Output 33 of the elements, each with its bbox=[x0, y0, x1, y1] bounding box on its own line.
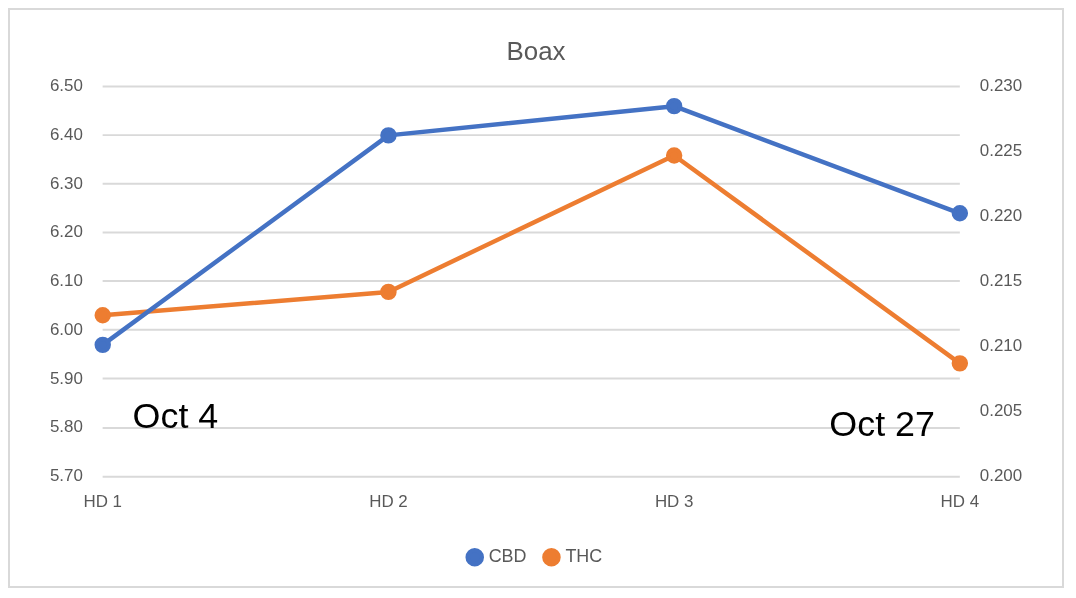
x-tick-label: HD 2 bbox=[369, 492, 408, 512]
point bbox=[380, 283, 397, 301]
y-tick-label: 6.40 bbox=[49, 125, 83, 145]
legend-label: THC bbox=[565, 546, 603, 567]
y2-tick-label: 0.220 bbox=[979, 206, 1023, 226]
annotation: Oct 4 bbox=[132, 395, 219, 436]
point bbox=[380, 127, 397, 144]
y2-tick-label: 0.200 bbox=[979, 466, 1023, 486]
y-tick-label: 5.90 bbox=[49, 368, 83, 388]
chart-title: Boax bbox=[506, 37, 566, 66]
y2-tick-label: 0.210 bbox=[979, 336, 1023, 356]
y2-tick-label: 0.225 bbox=[979, 141, 1023, 161]
y-tick-label: 6.20 bbox=[49, 222, 83, 242]
point bbox=[951, 205, 969, 222]
legend-label: CBD bbox=[488, 546, 527, 567]
point bbox=[665, 97, 683, 115]
y-tick-label: 5.80 bbox=[49, 417, 83, 437]
x-tick-label: HD 1 bbox=[83, 492, 123, 512]
y-tick-label: 6.30 bbox=[49, 173, 83, 193]
y-tick-label: 6.10 bbox=[49, 271, 83, 291]
y-tick-label: 6.50 bbox=[49, 76, 83, 96]
y-tick-label: 5.70 bbox=[49, 466, 83, 486]
point bbox=[951, 355, 969, 372]
x-tick-label: HD 4 bbox=[940, 492, 980, 512]
y2-tick-label: 0.205 bbox=[979, 401, 1023, 421]
x-tick-label: HD 3 bbox=[654, 492, 694, 512]
point bbox=[94, 336, 111, 354]
y2-tick-label: 0.230 bbox=[979, 76, 1023, 96]
y2-tick-label: 0.215 bbox=[979, 271, 1023, 291]
annotation: Oct 27 bbox=[829, 403, 935, 444]
point bbox=[94, 307, 111, 324]
y-tick-label: 6.00 bbox=[49, 319, 83, 339]
point bbox=[665, 147, 683, 164]
